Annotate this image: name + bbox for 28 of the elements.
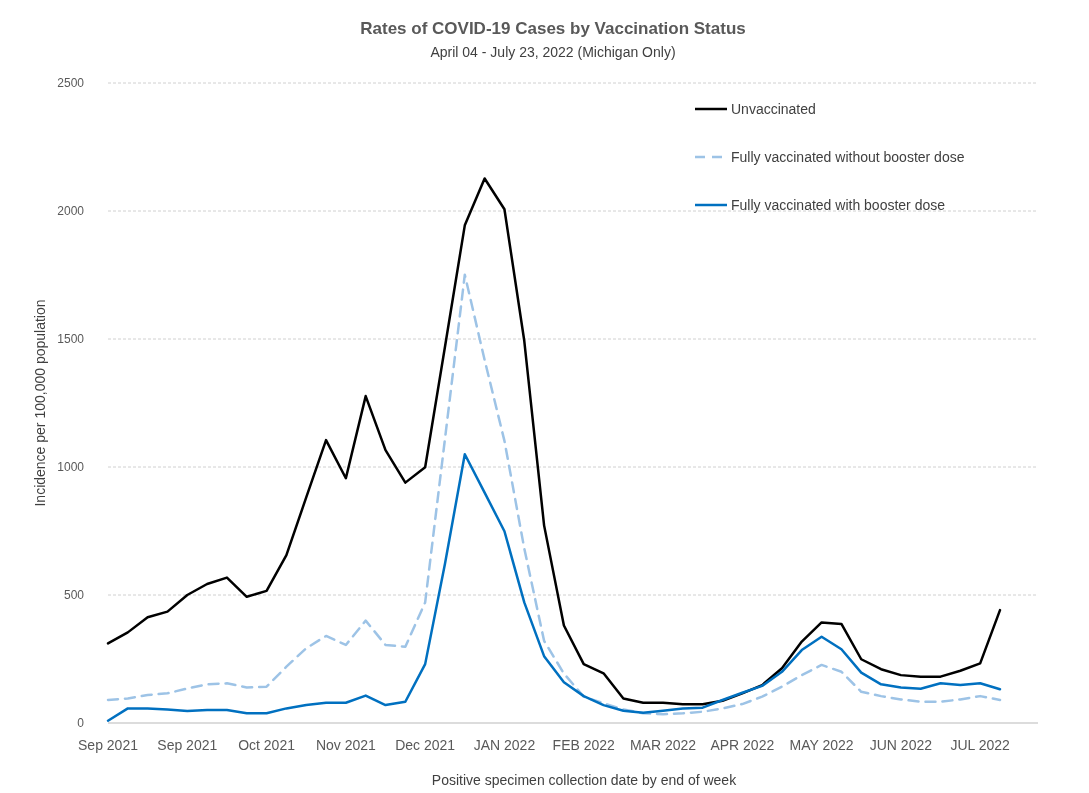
x-tick-label: MAY 2022 xyxy=(789,737,854,753)
x-tick-label: FEB 2022 xyxy=(552,737,616,753)
x-tick-label: Dec 2021 xyxy=(395,737,456,753)
chart-title: Rates of COVID-19 Cases by Vaccination Status xyxy=(360,19,746,38)
x-tick-label: JUN 2022 xyxy=(869,737,933,753)
x-tick-label: JAN 2022 xyxy=(473,737,536,753)
y-tick-label: 1000 xyxy=(57,460,85,474)
y-tick-label: 2500 xyxy=(57,76,85,90)
x-tick-label: Nov 2021 xyxy=(315,737,377,753)
x-tick-label: JUL 2022 xyxy=(950,737,1011,753)
y-axis-title: Incidence per 100,000 population xyxy=(32,299,48,507)
x-tick-label: MAR 2022 xyxy=(629,737,697,753)
x-tick-label: APR 2022 xyxy=(710,737,775,753)
y-tick-label: 0 xyxy=(77,716,85,730)
x-tick-label: Sep 2021 xyxy=(78,737,139,753)
y-tick-label: 500 xyxy=(63,588,85,602)
line-series xyxy=(106,177,1002,706)
legend-label: Unvaccinated xyxy=(731,101,816,117)
y-tick-label: 1500 xyxy=(57,332,85,346)
line-series xyxy=(106,273,1002,716)
x-axis-title: Positive specimen collection date by end of week xyxy=(431,772,738,788)
legend-label: Fully vaccinated without booster dose xyxy=(731,149,965,165)
y-tick-label: 2000 xyxy=(57,204,85,218)
line-series xyxy=(106,452,1002,722)
x-tick-label: Oct 2021 xyxy=(238,737,296,753)
legend-label: Fully vaccinated with booster dose xyxy=(731,197,946,213)
x-tick-label: Sep 2021 xyxy=(157,737,218,753)
chart-subtitle: April 04 - July 23, 2022 (Michigan Only) xyxy=(430,44,676,60)
